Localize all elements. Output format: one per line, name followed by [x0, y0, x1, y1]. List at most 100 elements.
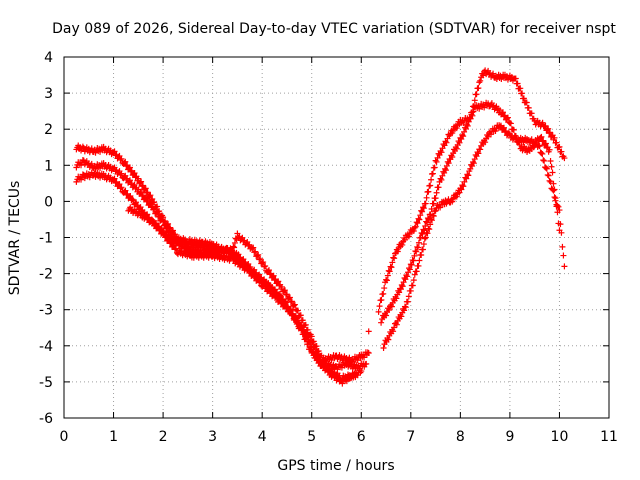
data-point	[252, 248, 259, 255]
data-point	[542, 140, 549, 147]
chart-title: Day 089 of 2026, Sidereal Day-to-day VTE…	[52, 21, 616, 37]
data-point	[416, 257, 423, 264]
data-point	[285, 295, 292, 302]
data-point	[280, 287, 287, 294]
data-point	[406, 265, 413, 272]
data-point	[437, 204, 444, 211]
data-point	[118, 170, 125, 177]
data-point	[470, 160, 477, 167]
data-point	[428, 216, 435, 223]
data-point	[539, 119, 546, 126]
data-point	[257, 278, 264, 285]
y-tick-label: -1	[39, 231, 53, 247]
data-point	[383, 277, 390, 284]
data-point	[553, 139, 560, 146]
data-point	[262, 263, 269, 270]
data-point	[429, 170, 436, 177]
x-tick-label: 11	[600, 429, 618, 445]
data-point	[277, 296, 284, 303]
data-point	[139, 182, 146, 189]
data-point	[414, 243, 421, 250]
x-tick-label: 9	[505, 429, 514, 445]
data-point	[383, 276, 390, 283]
data-point	[118, 155, 125, 162]
data-point	[460, 133, 467, 140]
data-point	[378, 319, 385, 326]
data-point	[561, 155, 568, 162]
data-point	[412, 248, 419, 255]
data-point	[419, 208, 426, 215]
data-point	[380, 290, 387, 297]
data-point	[482, 139, 489, 146]
data-point	[375, 308, 382, 315]
data-point	[294, 318, 301, 325]
data-point	[544, 126, 551, 133]
data-point	[550, 187, 557, 194]
data-point	[150, 206, 157, 213]
data-point	[288, 298, 295, 305]
data-point	[537, 134, 544, 141]
data-point	[535, 142, 542, 149]
data-point	[259, 259, 266, 266]
data-point	[551, 194, 558, 201]
data-point	[458, 186, 465, 193]
data-point	[433, 158, 440, 165]
data-point	[426, 226, 433, 233]
data-point	[538, 133, 545, 140]
data-point	[402, 304, 409, 311]
data-point	[318, 352, 325, 359]
data-point	[449, 130, 456, 137]
data-point	[463, 175, 470, 182]
data-point	[549, 169, 556, 176]
data-point	[541, 157, 548, 164]
data-point	[423, 229, 430, 236]
data-point	[138, 188, 145, 195]
data-point	[401, 307, 408, 314]
series-outlier	[365, 328, 372, 335]
data-point	[427, 182, 434, 189]
y-tick-label: -2	[39, 267, 53, 283]
x-tick-label: 5	[307, 429, 316, 445]
data-point	[415, 244, 422, 251]
data-point	[409, 257, 416, 264]
data-point	[540, 137, 547, 144]
data-point	[389, 259, 396, 266]
data-point	[388, 303, 395, 310]
data-point	[118, 184, 125, 191]
data-point	[419, 204, 426, 211]
data-point	[545, 125, 552, 132]
data-point	[404, 298, 411, 305]
data-point	[139, 183, 146, 190]
data-point	[171, 246, 178, 253]
data-point	[170, 229, 176, 236]
data-point	[255, 275, 262, 282]
data-point	[250, 270, 257, 277]
data-point	[154, 209, 161, 216]
y-tick-label: 4	[44, 50, 53, 66]
data-point	[399, 241, 406, 248]
data-point	[456, 189, 463, 196]
data-point	[231, 239, 238, 246]
data-point	[552, 195, 559, 202]
data-point	[539, 150, 546, 157]
data-point	[412, 223, 419, 230]
data-point	[301, 330, 308, 337]
data-point	[276, 282, 283, 289]
data-point	[470, 108, 477, 115]
data-point	[415, 239, 422, 246]
data-point	[464, 171, 471, 178]
data-point	[147, 200, 154, 207]
data-point	[414, 220, 421, 227]
data-markers	[73, 67, 568, 387]
data-point	[88, 145, 95, 152]
data-point	[79, 156, 86, 163]
data-point	[251, 249, 258, 256]
data-point	[547, 178, 554, 185]
data-point	[385, 336, 392, 343]
data-point	[299, 317, 306, 324]
data-point	[542, 141, 549, 148]
data-point	[542, 122, 549, 129]
data-point	[363, 360, 370, 367]
x-tick-label: 2	[159, 429, 168, 445]
data-point	[286, 306, 293, 313]
